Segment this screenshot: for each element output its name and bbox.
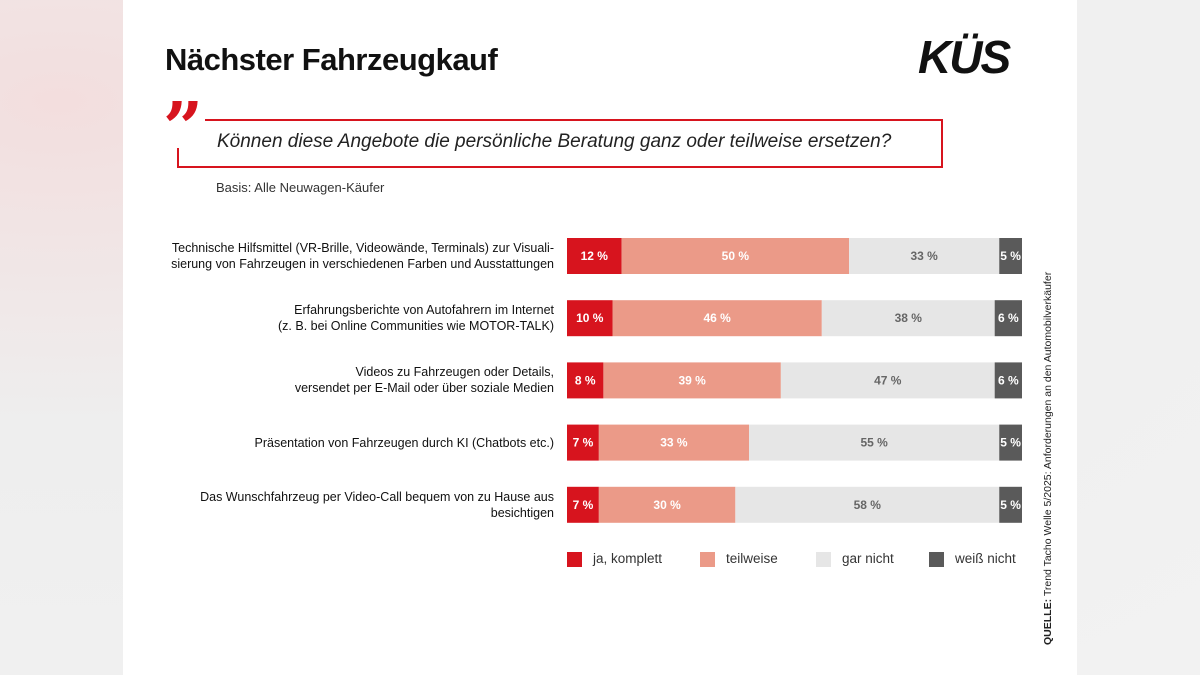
value-label: 46 % (703, 311, 731, 325)
value-label: 7 % (573, 436, 594, 450)
value-label: 30 % (653, 498, 681, 512)
source-label: QUELLE: (1042, 598, 1054, 645)
bar-segment (598, 486, 736, 523)
bar-segment (999, 424, 1022, 461)
bar-segment (999, 486, 1022, 523)
bar-segment (749, 424, 1000, 461)
bar-segment (567, 238, 622, 274)
value-label: 10 % (576, 311, 604, 325)
bar-segment (780, 362, 995, 399)
chart-title: Nächster Fahrzeugkauf (165, 42, 498, 77)
bar-segment (621, 238, 850, 274)
value-label: 33 % (910, 249, 938, 263)
bar-segment (994, 300, 1022, 337)
bar-segment (598, 424, 749, 461)
category-label: Videos zu Fahrzeugen oder Details, verse… (294, 365, 554, 396)
value-label: 55 % (860, 436, 888, 450)
legend-swatch (700, 552, 715, 567)
legend-label: gar nicht (842, 551, 894, 566)
value-label: 39 % (678, 373, 706, 387)
quote-mark: ” (163, 87, 203, 170)
bar-segment (821, 300, 995, 337)
question: Können diese Angebote die persönliche Be… (217, 131, 892, 152)
legend-label: ja, komplett (593, 551, 663, 566)
value-label: 38 % (895, 311, 923, 325)
value-label: 6 % (998, 311, 1019, 325)
bar-segment (735, 486, 1000, 523)
category-label: Technische Hilfsmittel (VR-Brille, Video… (171, 241, 554, 271)
value-label: 8 % (575, 373, 596, 387)
subtitle: Basis: Alle Neuwagen-Käufer (216, 180, 385, 195)
bar-segment (567, 300, 613, 337)
bar-segment (567, 486, 599, 523)
category-label: Das Wunschfahrzeug per Video-Call bequem… (200, 489, 554, 520)
bar-segment (612, 300, 822, 337)
legend-label: teilweise (726, 551, 778, 566)
source-text: Trend Tacho Welle 5/2025: Anforderungen … (1042, 271, 1054, 597)
value-label: 7 % (573, 498, 594, 512)
value-label: 5 % (1000, 498, 1021, 512)
value-label: 5 % (1000, 249, 1021, 263)
bar-segment (567, 424, 599, 461)
value-label: 33 % (660, 436, 688, 450)
bar-segment (849, 238, 1000, 274)
legend-swatch (816, 552, 831, 567)
legend-label: weiß nicht (955, 551, 1016, 566)
card (123, 0, 1077, 675)
value-label: 5 % (1000, 436, 1021, 450)
bar-segment (603, 362, 781, 399)
legend-swatch (567, 552, 582, 567)
value-label: 58 % (854, 498, 882, 512)
bar-segment (999, 238, 1022, 274)
source: QUELLE: Trend Tacho Welle 5/2025: Anford… (1042, 272, 1054, 645)
value-label: 12 % (581, 249, 609, 263)
legend-swatch (929, 552, 944, 567)
value-label: 6 % (998, 373, 1019, 387)
bar-segment (567, 362, 604, 399)
value-label: 47 % (874, 373, 902, 387)
logo: KÜS (918, 31, 1011, 83)
bar-segment (994, 362, 1022, 399)
question-box (177, 119, 943, 168)
value-label: 50 % (722, 249, 750, 263)
category-label: Erfahrungsberichte von Autofahrern im In… (278, 303, 554, 334)
category-label: Präsentation von Fahrzeugen durch KI (Ch… (254, 435, 554, 450)
